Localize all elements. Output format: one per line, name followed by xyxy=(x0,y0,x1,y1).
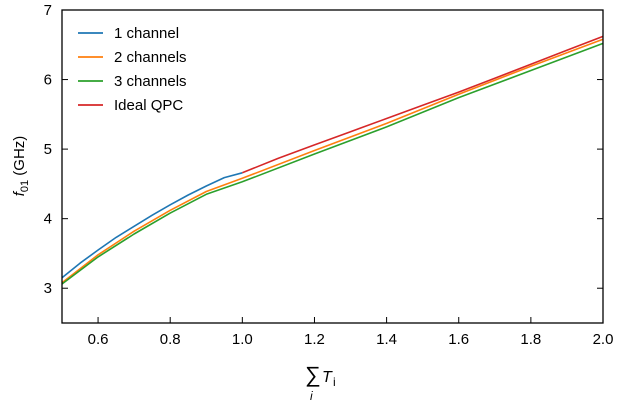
y-axis-label-sub: 01 xyxy=(19,180,31,192)
x-tick-label-4: 1.4 xyxy=(376,331,397,348)
series-line-2 xyxy=(61,42,604,285)
x-tick-label-7: 2.0 xyxy=(593,331,614,348)
ticks-layer: 0.6 0.8 1.0 1.2 1.4 1.6 1.8 2.0 3 4 5 6 7 xyxy=(44,2,614,348)
y-axis-label-main: f xyxy=(11,190,28,196)
legend-label-3: Ideal QPC xyxy=(114,97,183,114)
y-axis-label: f01 (GHz) xyxy=(11,136,31,197)
series-layer xyxy=(61,35,604,285)
x-axis-label: ∑ i T i xyxy=(305,362,336,402)
y-tick-label-1: 4 xyxy=(44,211,52,228)
x-tick-label-0: 0.6 xyxy=(88,331,109,348)
x-tick-label-2: 1.0 xyxy=(232,331,253,348)
x-axis-label-sum: ∑ xyxy=(305,362,321,387)
legend-label-1: 2 channels xyxy=(114,49,187,66)
x-tick-label-3: 1.2 xyxy=(304,331,325,348)
y-tick-label-3: 6 xyxy=(44,72,52,89)
y-tick-label-4: 7 xyxy=(44,2,52,19)
series-line-1 xyxy=(61,38,604,284)
legend: 1 channel 2 channels 3 channels Ideal QPC xyxy=(78,25,187,114)
series-line-0 xyxy=(61,172,243,279)
y-tick-label-0: 3 xyxy=(44,280,52,297)
plot-frame xyxy=(61,9,604,324)
series-line-3 xyxy=(242,35,604,174)
legend-label-0: 1 channel xyxy=(114,25,179,42)
legend-label-2: 3 channels xyxy=(114,73,187,90)
x-axis-label-main-sub: i xyxy=(333,375,336,389)
x-tick-label-6: 1.8 xyxy=(520,331,541,348)
x-axis-label-main: T xyxy=(322,369,333,386)
y-tick-label-2: 5 xyxy=(44,141,52,158)
x-axis-label-sum-index: i xyxy=(310,389,313,402)
x-tick-label-1: 0.8 xyxy=(160,331,181,348)
x-tick-label-5: 1.6 xyxy=(448,331,469,348)
y-axis-label-unit: (GHz) xyxy=(11,136,28,180)
